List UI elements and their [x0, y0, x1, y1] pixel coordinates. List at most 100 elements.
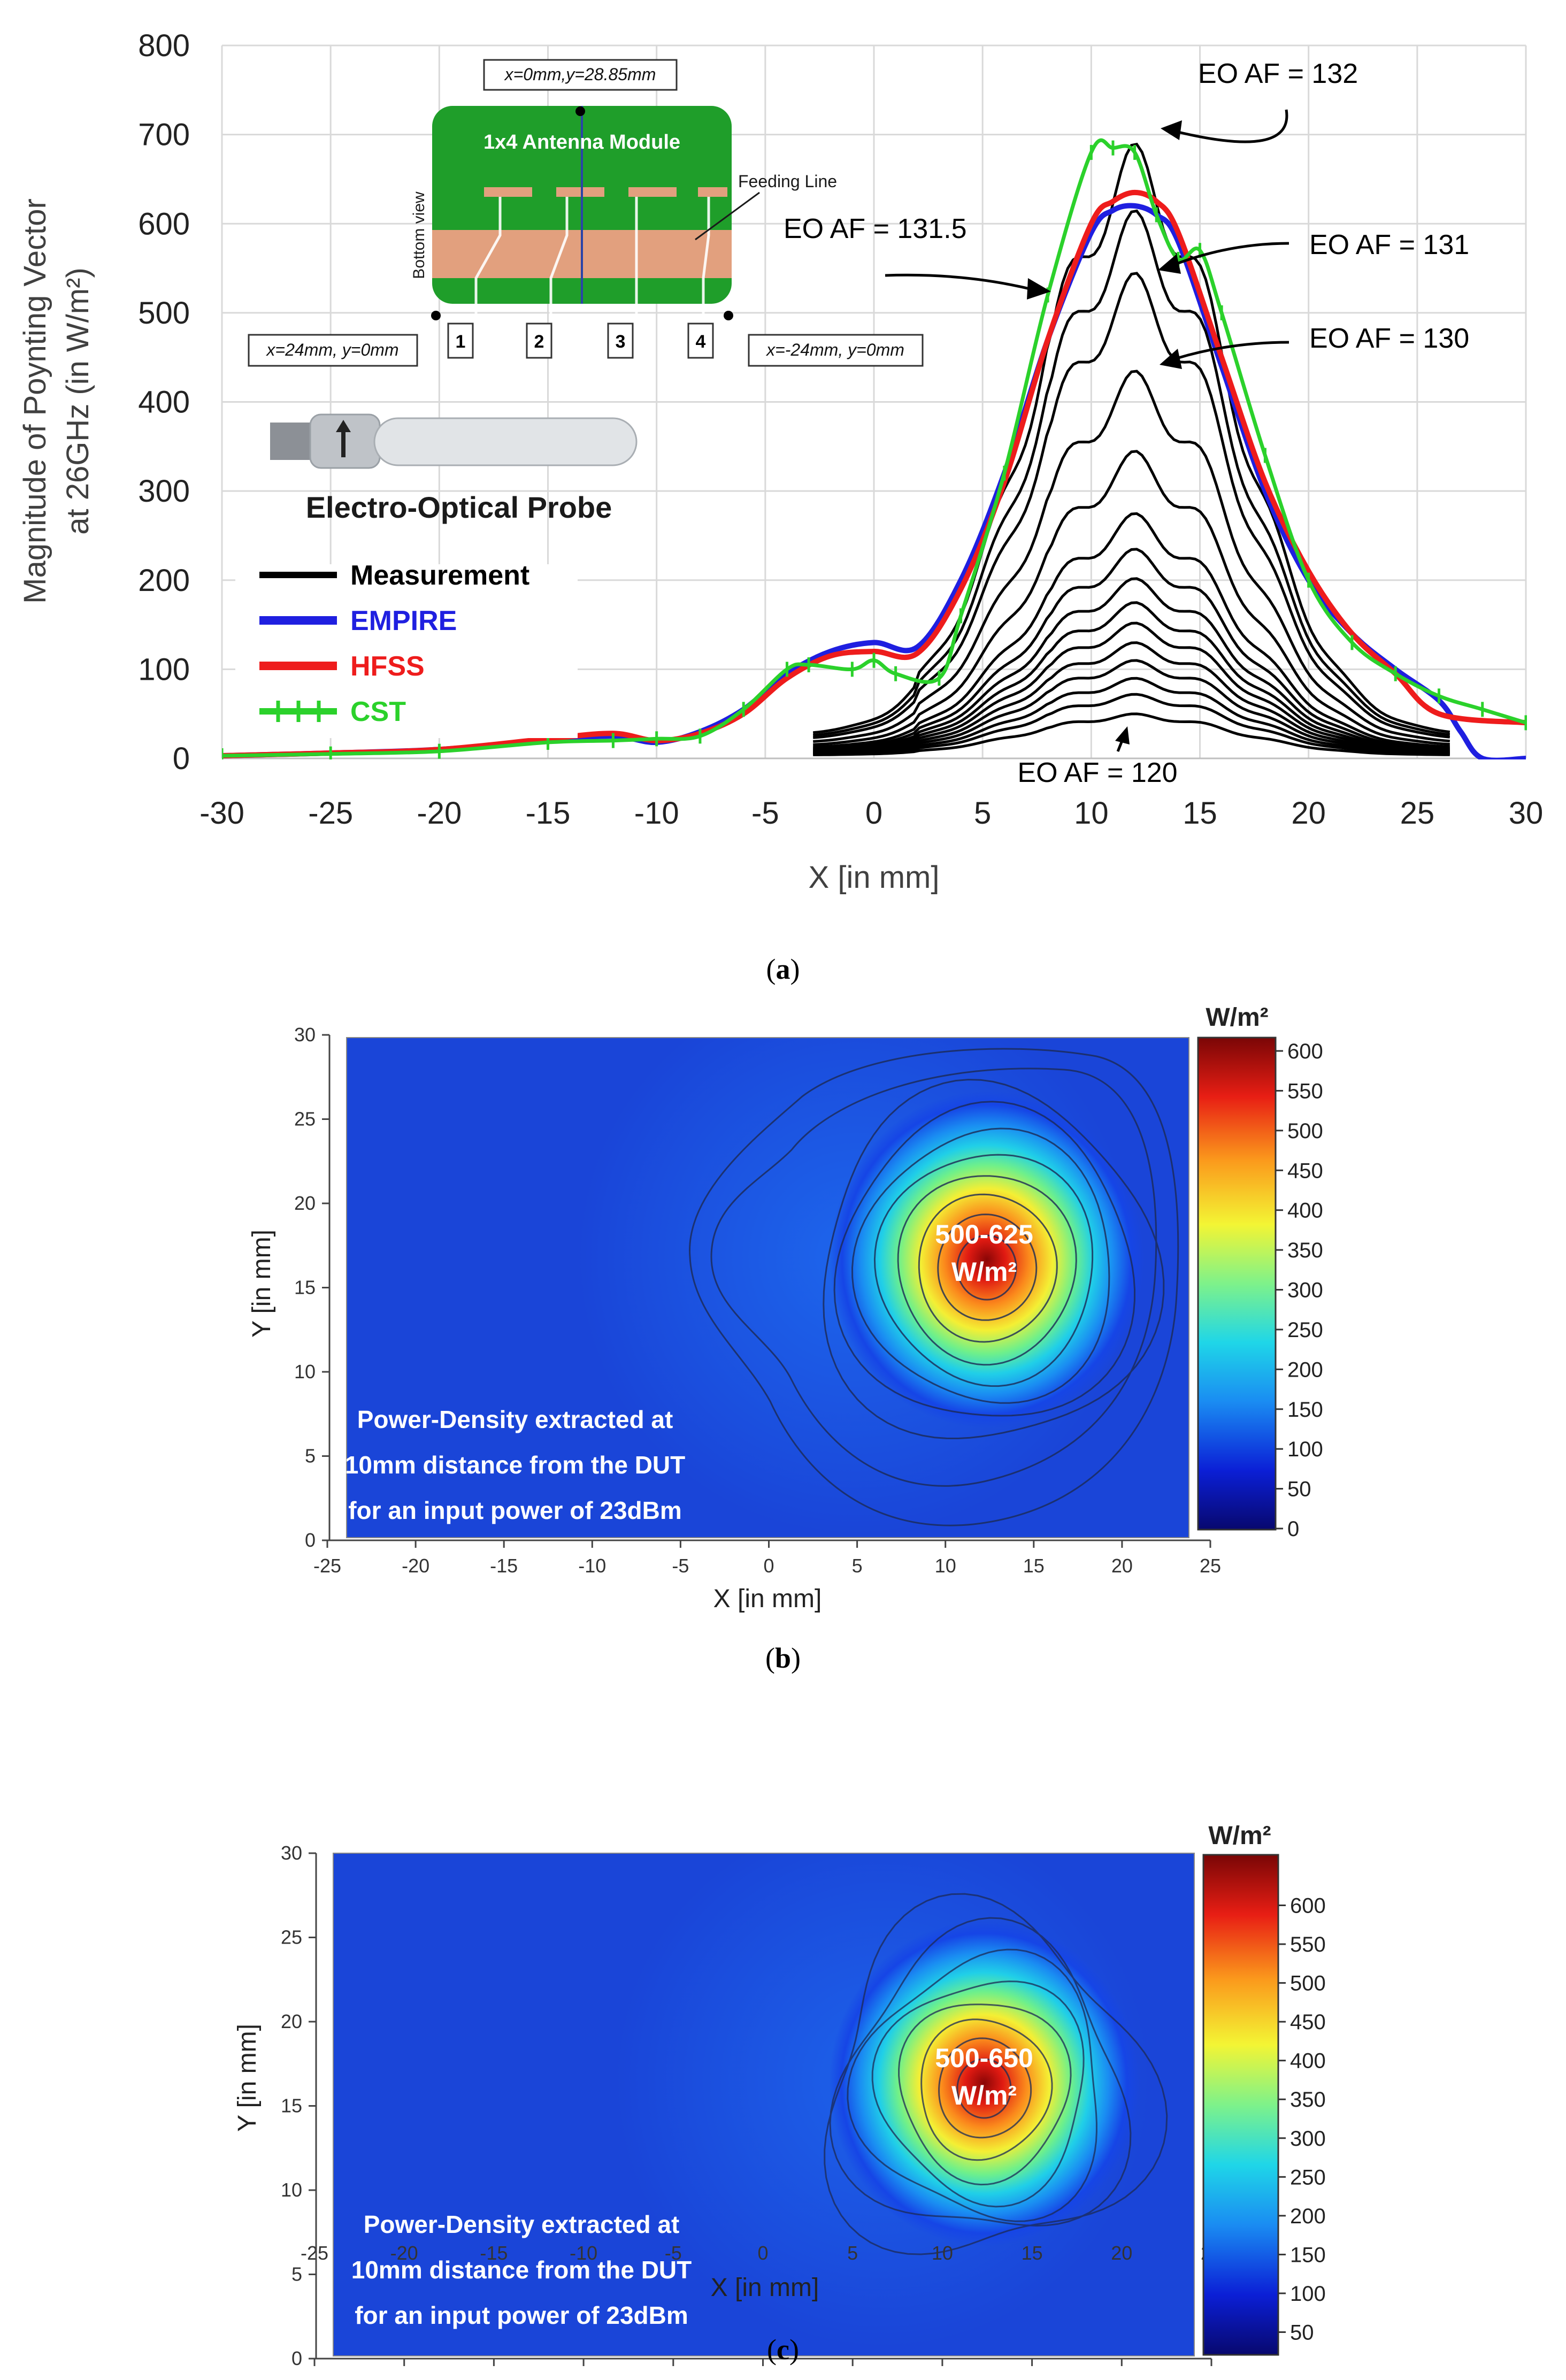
module-left-point-box — [248, 334, 418, 367]
measurement-curve — [813, 272, 1450, 739]
y-tick-label: 30 — [281, 1842, 302, 1864]
contour-line — [829, 1917, 1132, 2227]
port-1-box — [447, 323, 474, 359]
x-tick-label: 20 — [1291, 796, 1326, 831]
colorbar-tick-label: 350 — [1290, 2088, 1326, 2112]
antenna-pads — [484, 187, 727, 197]
colorbar-tick-label: 200 — [1287, 1358, 1323, 1381]
colorbar-tick-label: 400 — [1290, 2049, 1326, 2073]
annotation-eo-af-120: EO AF = 120 — [1017, 757, 1177, 788]
x-tick-label: 0 — [865, 796, 882, 831]
panel-a-line-chart: -30 -25 -20 -15 -10 -5 0 5 10 15 20 25 30 0 100 200 300… — [18, 28, 1543, 985]
module-right-point-label: x=-24mm, y=0mm — [765, 340, 904, 359]
inset-electro-optical-probe: Electro-Optical Probe — [270, 413, 638, 524]
panel-a-measurement-curves — [812, 142, 1450, 756]
heatmap-b-contours — [689, 1048, 1179, 1526]
module-title: 1x4 Antenna Module — [483, 131, 680, 153]
inset-antenna-module: 1x4 Antenna Module Bottom view Feeding L… — [248, 59, 924, 367]
colorbar-tick-label: 550 — [1287, 1079, 1323, 1103]
y-tick-label: 700 — [138, 118, 190, 152]
heatmap-b-x-ticks: -25 -20 -15 -10 -5 0 5 10 15 20 25 — [313, 1539, 1221, 1577]
probe-title: Electro-Optical Probe — [306, 490, 612, 524]
colorbar-tick-label: 250 — [1287, 1318, 1323, 1342]
colorbar-tick-label: 250 — [1290, 2166, 1326, 2189]
annotation-eo-af-131-5-arrowhead — [1027, 278, 1051, 300]
colorbar-c — [1202, 1854, 1279, 2356]
contour-line — [873, 1154, 1094, 1387]
probe-arrow-head — [336, 420, 351, 432]
heatmap-c-note-line3: for an input power of 23dBm — [355, 2301, 688, 2329]
annotation-eo-af-132-arrow — [1173, 109, 1288, 143]
module-top-point-label: x=0mm,y=28.85mm — [504, 65, 656, 84]
contour-line — [938, 2037, 1032, 2139]
heatmap-b-note-line2: 10mm distance from the DUT — [345, 1451, 685, 1479]
colorbar-b-title: W/m² — [1206, 1003, 1268, 1032]
heatmap-c-peak-label-line2: W/m² — [951, 2080, 1017, 2110]
caption-a: (a) — [766, 953, 800, 985]
y-tick-label: 100 — [138, 652, 190, 687]
contour-line — [897, 1175, 1077, 1366]
heatmap-c-y-label: Y [in mm] — [233, 2024, 262, 2132]
legend-label-cst: CST — [350, 696, 406, 727]
x-tick-label: -15 — [480, 2242, 508, 2264]
probe-body — [373, 417, 638, 466]
x-tick-label: -10 — [578, 1555, 606, 1577]
feeding-label-leader — [695, 191, 760, 241]
x-tick-label: -20 — [390, 2242, 418, 2264]
caption-c-letter: c — [777, 2333, 789, 2366]
annotation-eo-af-131-arrowhead — [1158, 254, 1181, 274]
contour-line — [847, 1948, 1097, 2222]
port-2-box — [526, 323, 552, 359]
contour-line — [851, 1127, 1110, 1404]
colorbar-c-title: W/m² — [1208, 1822, 1271, 1850]
annotation-eo-af-131-5-arrow — [885, 273, 1030, 290]
module-right-point-box — [748, 334, 924, 367]
contour-line — [937, 1214, 1038, 1321]
heatmap-b-y-ticks: 0 5 10 15 20 25 30 — [294, 1024, 331, 1551]
measurement-curve — [813, 512, 1450, 749]
y-tick-label: 30 — [294, 1024, 316, 1046]
colorbar-b-ticks: 0 50 100 150 200 250 300 350 400 450 500 550 600 — [1276, 1040, 1323, 1541]
panel-a-y-ticks: 0 100 200 300 400 500 600 700 800 — [138, 28, 190, 776]
y-tick-label: 800 — [138, 28, 190, 63]
measurement-curve — [813, 548, 1450, 750]
colorbar-tick-label: 450 — [1287, 1159, 1323, 1183]
module-feeding-label: Feeding Line — [738, 172, 837, 191]
x-tick-label: 5 — [852, 1555, 863, 1577]
contour-line — [871, 1980, 1085, 2208]
y-tick-label: 500 — [138, 296, 190, 331]
y-tick-label: 400 — [138, 385, 190, 420]
heatmap-b-peak-label-line1: 500-625 — [935, 1219, 1033, 1249]
legend-swatch-cst-markers — [276, 701, 321, 722]
measurement-curve — [813, 693, 1450, 756]
contour-line — [833, 1101, 1136, 1417]
y-tick-label: 10 — [294, 1361, 316, 1383]
colorbar-tick-label: 300 — [1290, 2127, 1326, 2151]
contour-line — [956, 2058, 1012, 2119]
x-tick-label: -10 — [570, 2242, 597, 2264]
colorbar-tick-label: 550 — [1290, 1933, 1326, 1956]
x-tick-label: 30 — [1509, 796, 1544, 831]
x-tick-label: 10 — [935, 1555, 956, 1577]
contour-line — [824, 1893, 1168, 2255]
colorbar-b — [1197, 1037, 1277, 1531]
x-tick-label: -5 — [665, 2242, 682, 2264]
measurement-curve — [813, 450, 1450, 746]
x-tick-label: 5 — [847, 2242, 858, 2264]
measurement-curve — [813, 370, 1450, 743]
annotation-eo-af-131-arrow — [1173, 242, 1289, 266]
pcb-top-point-marker — [575, 106, 585, 116]
x-tick-label: 25 — [1400, 796, 1435, 831]
colorbar-tick-label: 150 — [1287, 1398, 1323, 1422]
panel-a-y-label-line2: at 26GHz (in W/m²) — [60, 267, 95, 535]
y-tick-label: 600 — [138, 206, 190, 241]
port-4-box — [687, 323, 714, 359]
port-3-box — [607, 323, 634, 359]
colorbar-tick-label: 150 — [1290, 2243, 1326, 2267]
module-side-label: Bottom view — [410, 191, 428, 279]
colorbar-tick-label: 100 — [1290, 2282, 1326, 2306]
x-tick-label: -25 — [313, 1555, 341, 1577]
heatmap-c-frame — [333, 1853, 1195, 2356]
